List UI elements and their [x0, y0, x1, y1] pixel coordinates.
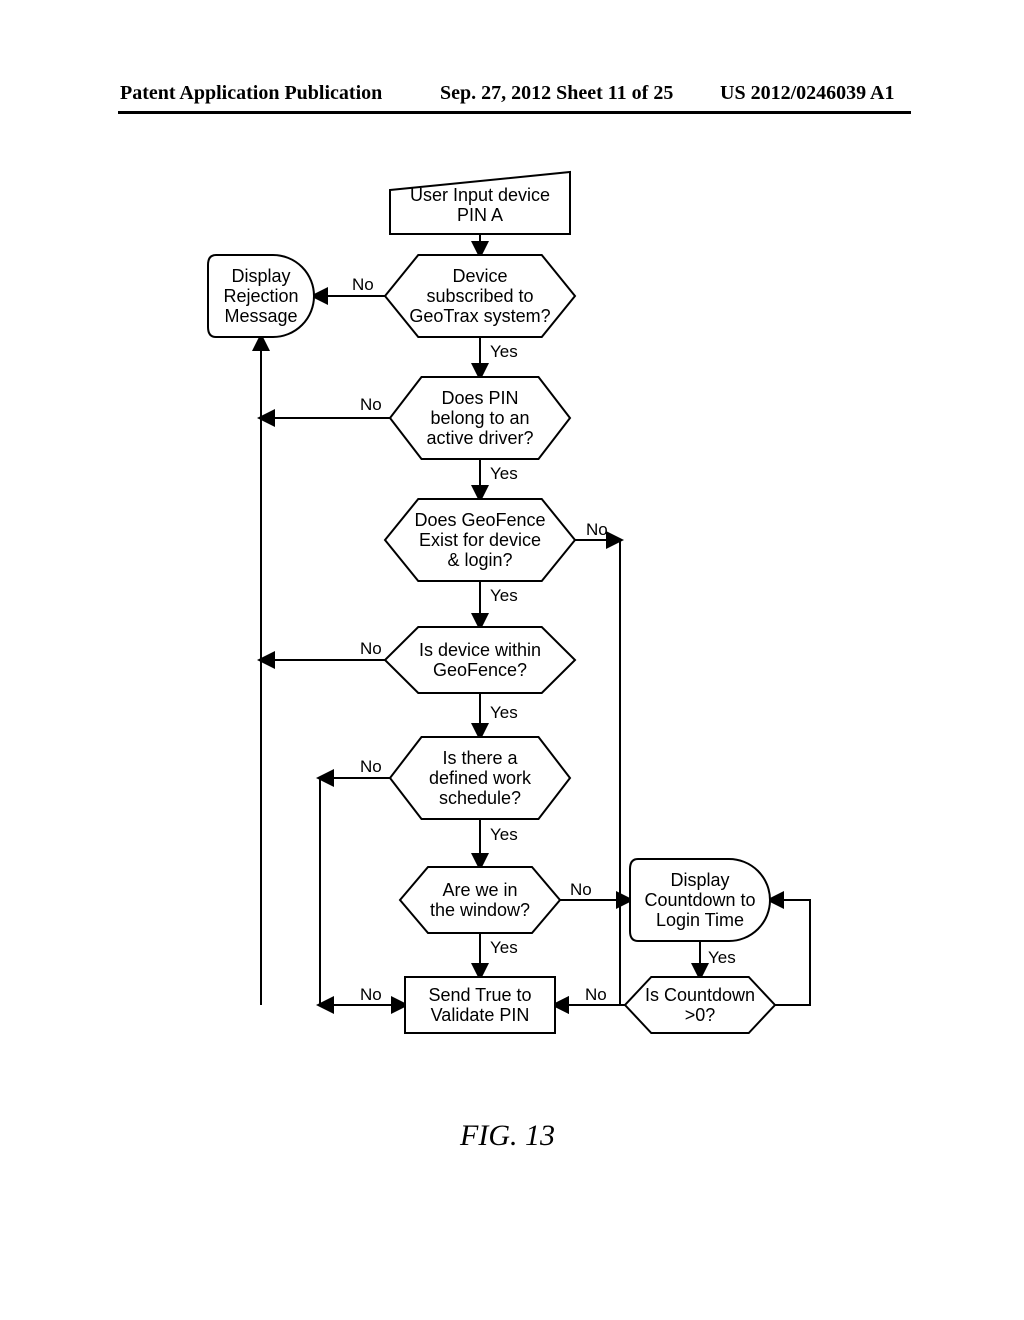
svg-text:>0?: >0?	[685, 1005, 716, 1025]
svg-text:the window?: the window?	[430, 900, 530, 920]
svg-text:& login?: & login?	[447, 550, 512, 570]
svg-text:GeoFence?: GeoFence?	[433, 660, 527, 680]
svg-text:No: No	[586, 520, 608, 539]
svg-text:PIN A: PIN A	[457, 205, 503, 225]
svg-text:Send True to: Send True to	[428, 985, 531, 1005]
svg-text:subscribed to: subscribed to	[426, 286, 533, 306]
svg-text:Does GeoFence: Does GeoFence	[414, 510, 545, 530]
svg-text:Yes: Yes	[490, 464, 518, 483]
svg-text:User Input device: User Input device	[410, 185, 550, 205]
svg-text:Yes: Yes	[490, 938, 518, 957]
svg-text:Display: Display	[670, 870, 729, 890]
svg-text:No: No	[360, 395, 382, 414]
svg-text:Rejection: Rejection	[223, 286, 298, 306]
svg-text:Yes: Yes	[490, 703, 518, 722]
svg-text:Yes: Yes	[708, 948, 736, 967]
svg-text:No: No	[585, 985, 607, 1004]
svg-text:Does PIN: Does PIN	[441, 388, 518, 408]
svg-text:Display: Display	[231, 266, 290, 286]
svg-text:No: No	[360, 639, 382, 658]
svg-text:No: No	[352, 275, 374, 294]
svg-text:Is there a: Is there a	[442, 748, 518, 768]
flowchart: No Yes No Yes No Yes No Yes No Yes No Yes Yes No No Us…	[0, 0, 1024, 1320]
svg-text:Yes: Yes	[490, 825, 518, 844]
svg-text:Device: Device	[452, 266, 507, 286]
svg-text:Are we in: Are we in	[442, 880, 517, 900]
svg-text:Message: Message	[224, 306, 297, 326]
svg-text:No: No	[360, 757, 382, 776]
svg-text:Login Time: Login Time	[656, 910, 744, 930]
svg-text:Validate PIN: Validate PIN	[431, 1005, 530, 1025]
svg-text:defined work: defined work	[429, 768, 532, 788]
svg-text:Yes: Yes	[490, 342, 518, 361]
svg-text:No: No	[360, 985, 382, 1004]
svg-text:GeoTrax system?: GeoTrax system?	[409, 306, 550, 326]
svg-text:Is device within: Is device within	[419, 640, 541, 660]
svg-text:Countdown to: Countdown to	[644, 890, 755, 910]
figure-label: FIG. 13	[459, 1119, 555, 1152]
svg-text:schedule?: schedule?	[439, 788, 521, 808]
svg-text:Exist for device: Exist for device	[419, 530, 541, 550]
svg-text:Yes: Yes	[490, 586, 518, 605]
svg-text:No: No	[570, 880, 592, 899]
svg-text:belong to an: belong to an	[430, 408, 529, 428]
svg-text:Is Countdown: Is Countdown	[645, 985, 755, 1005]
svg-text:active driver?: active driver?	[426, 428, 533, 448]
